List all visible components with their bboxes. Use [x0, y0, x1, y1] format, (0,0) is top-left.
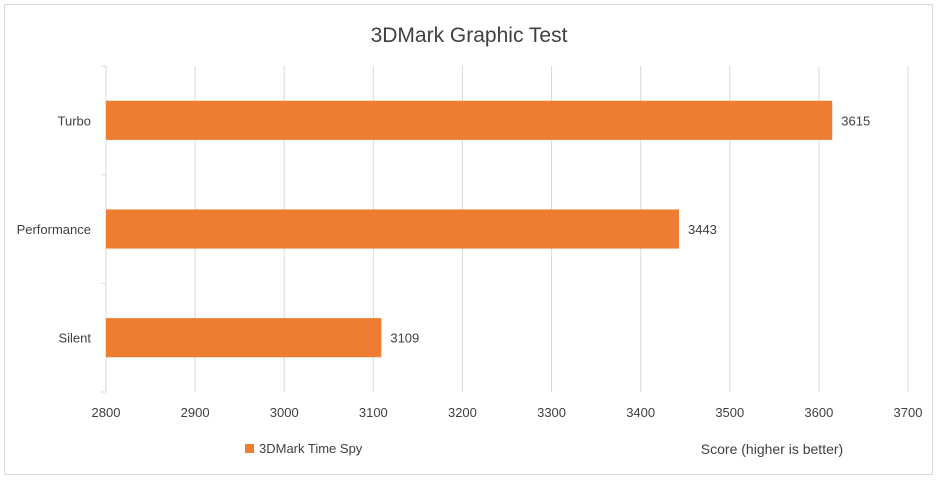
x-tick-label: 3700 [894, 405, 923, 420]
bar-performance [106, 209, 679, 249]
x-tick-label: 3400 [626, 405, 655, 420]
category-label: Performance [17, 222, 91, 237]
x-axis-label: Score (higher is better) [701, 441, 843, 457]
data-label: 3443 [688, 222, 717, 237]
category-label: Turbo [58, 113, 91, 128]
category-label: Silent [58, 331, 91, 346]
x-tick-label: 3000 [270, 405, 299, 420]
bar-silent [106, 318, 382, 358]
x-tick-label: 2900 [181, 405, 210, 420]
data-label: 3615 [841, 113, 870, 128]
x-tick-labels: 2800 2900 3000 3100 3200 3300 3400 3500 3600 3700 [92, 405, 923, 420]
bar-turbo [106, 100, 833, 140]
y-axis: Turbo Performance Silent [17, 65, 107, 393]
x-tick-label: 3200 [448, 405, 477, 420]
x-tick-label: 3300 [537, 405, 566, 420]
x-tick-label: 3100 [359, 405, 388, 420]
legend-swatch [245, 444, 254, 453]
bars: 3615 3443 3109 [106, 100, 870, 358]
x-tick-label: 2800 [92, 405, 121, 420]
data-label: 3109 [390, 331, 419, 346]
x-tick-label: 3600 [804, 405, 833, 420]
legend-label: 3DMark Time Spy [259, 441, 363, 456]
legend: 3DMark Time Spy [245, 441, 363, 456]
x-tick-label: 3500 [715, 405, 744, 420]
chart-title: 3DMark Graphic Test [371, 24, 568, 47]
